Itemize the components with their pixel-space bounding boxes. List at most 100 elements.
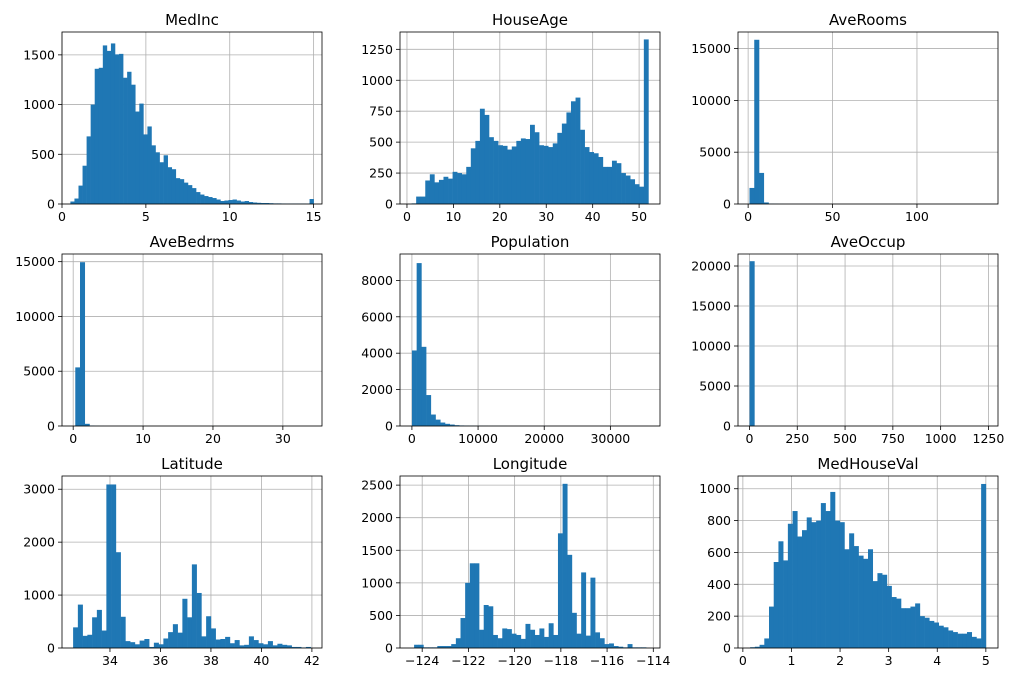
histogram-bar (70, 201, 75, 204)
histogram-bar (552, 143, 558, 204)
histogram-bar (590, 577, 596, 648)
histogram-bar (196, 592, 202, 648)
histogram-bar (630, 179, 636, 204)
histogram-panel-avebedrms: AveBedrms 0 10 20 30 0 5000 10000 15000 (15, 233, 323, 446)
histogram-bar (830, 491, 836, 648)
histogram-bar (479, 108, 485, 204)
histogram-bar (435, 419, 441, 426)
histogram-panel-medinc: MedInc 0 5 10 15 0 500 1000 1500 (23, 11, 323, 224)
histogram-bar (769, 606, 775, 648)
histogram-bar (604, 644, 610, 648)
histogram-bar (933, 622, 940, 648)
x-tick-label: −118 (544, 653, 578, 668)
histogram-bar (511, 146, 517, 204)
histogram-bar (754, 39, 760, 204)
histogram-bar (443, 176, 449, 204)
histogram-bar (248, 636, 254, 648)
histogram-bar (488, 606, 494, 648)
x-tick-label: −124 (405, 653, 439, 668)
y-tick-label: 0 (723, 419, 731, 434)
axes-frame (399, 475, 661, 649)
axes-frame (399, 253, 661, 427)
histogram-bar (557, 533, 563, 648)
histogram-bar (172, 624, 178, 648)
histogram-bar (177, 632, 183, 648)
histogram-bar (120, 616, 126, 648)
histogram-bar (465, 582, 471, 648)
x-tick-label: 10 (222, 209, 238, 224)
histogram-bar (191, 564, 197, 648)
histogram-bar (792, 511, 798, 648)
x-tick-label: 15 (306, 209, 322, 224)
histogram-bar (425, 180, 431, 204)
y-tick-label: 500 (369, 608, 393, 623)
histogram-bar (111, 484, 117, 648)
histogram-bar (900, 608, 907, 648)
histogram-bar (182, 598, 188, 648)
histogram-bar (86, 136, 91, 204)
histogram-bar (525, 623, 531, 648)
histogram-bar (516, 140, 522, 204)
histogram-bar (258, 643, 264, 648)
histogram-bar (200, 194, 205, 204)
y-tick-label: 8000 (361, 273, 393, 288)
histogram-bar (220, 201, 225, 204)
y-tick-label: 1250 (361, 42, 393, 57)
histogram-bar (163, 155, 168, 204)
x-tick-label: 5 (982, 653, 990, 668)
histogram-bar (484, 114, 490, 204)
histogram-bar (905, 608, 911, 648)
histogram-bar (411, 350, 417, 426)
histogram-bar (924, 617, 930, 648)
histogram-bar (530, 629, 536, 648)
axes-frame (61, 31, 323, 205)
histogram-bar (96, 609, 102, 648)
y-tick-label: 3000 (23, 482, 55, 497)
x-tick-label: 0 (69, 431, 77, 446)
histogram-bar (92, 617, 98, 648)
histogram-bar (853, 546, 859, 648)
histogram-bar (264, 203, 270, 204)
y-tick-label: 0 (723, 641, 731, 656)
histogram-bar (520, 138, 526, 204)
x-tick-label: 5 (142, 209, 150, 224)
histogram-bar (455, 638, 461, 648)
histogram-bar (240, 201, 245, 204)
histogram-bar (78, 185, 83, 204)
histogram-bar (305, 646, 311, 648)
histogram-bar (139, 103, 144, 204)
y-tick-label: 2000 (23, 535, 55, 550)
x-tick-label: 2 (836, 653, 844, 668)
y-tick-label: 6000 (361, 309, 393, 324)
histogram-bar (580, 129, 585, 204)
histogram-bar (763, 202, 769, 204)
histogram-bar (239, 645, 245, 648)
y-tick-label: 1000 (23, 588, 55, 603)
histogram-bar (421, 346, 427, 426)
y-tick-label: 1500 (361, 543, 393, 558)
histogram-bar (910, 606, 916, 648)
histogram-bar (196, 192, 201, 204)
histogram-bar (566, 112, 572, 204)
histogram-bar (94, 68, 100, 204)
y-tick-label: 0 (385, 419, 393, 434)
y-tick-label: 10000 (15, 309, 55, 324)
x-tick-label: 50 (825, 209, 841, 224)
histogram-bar (263, 644, 269, 648)
histogram-bar (868, 549, 874, 648)
histogram-bar (858, 555, 864, 648)
histogram-bar (101, 630, 107, 648)
histogram-bar (210, 628, 216, 648)
histogram-bar (256, 202, 262, 204)
axes-frame (737, 475, 999, 649)
histogram-bar (461, 174, 467, 204)
histogram-bar (452, 171, 458, 204)
histogram-bar (232, 199, 237, 204)
histogram-bar (576, 633, 582, 648)
histogram-bar (434, 182, 440, 204)
x-tick-label: 1 (787, 653, 795, 668)
histogram-bar (236, 200, 241, 204)
histogram-bar (498, 145, 503, 204)
x-tick-label: 4 (933, 653, 941, 668)
histogram-panel-latitude: Latitude 34 36 38 40 42 0 1000 2000 3000 (23, 455, 323, 668)
